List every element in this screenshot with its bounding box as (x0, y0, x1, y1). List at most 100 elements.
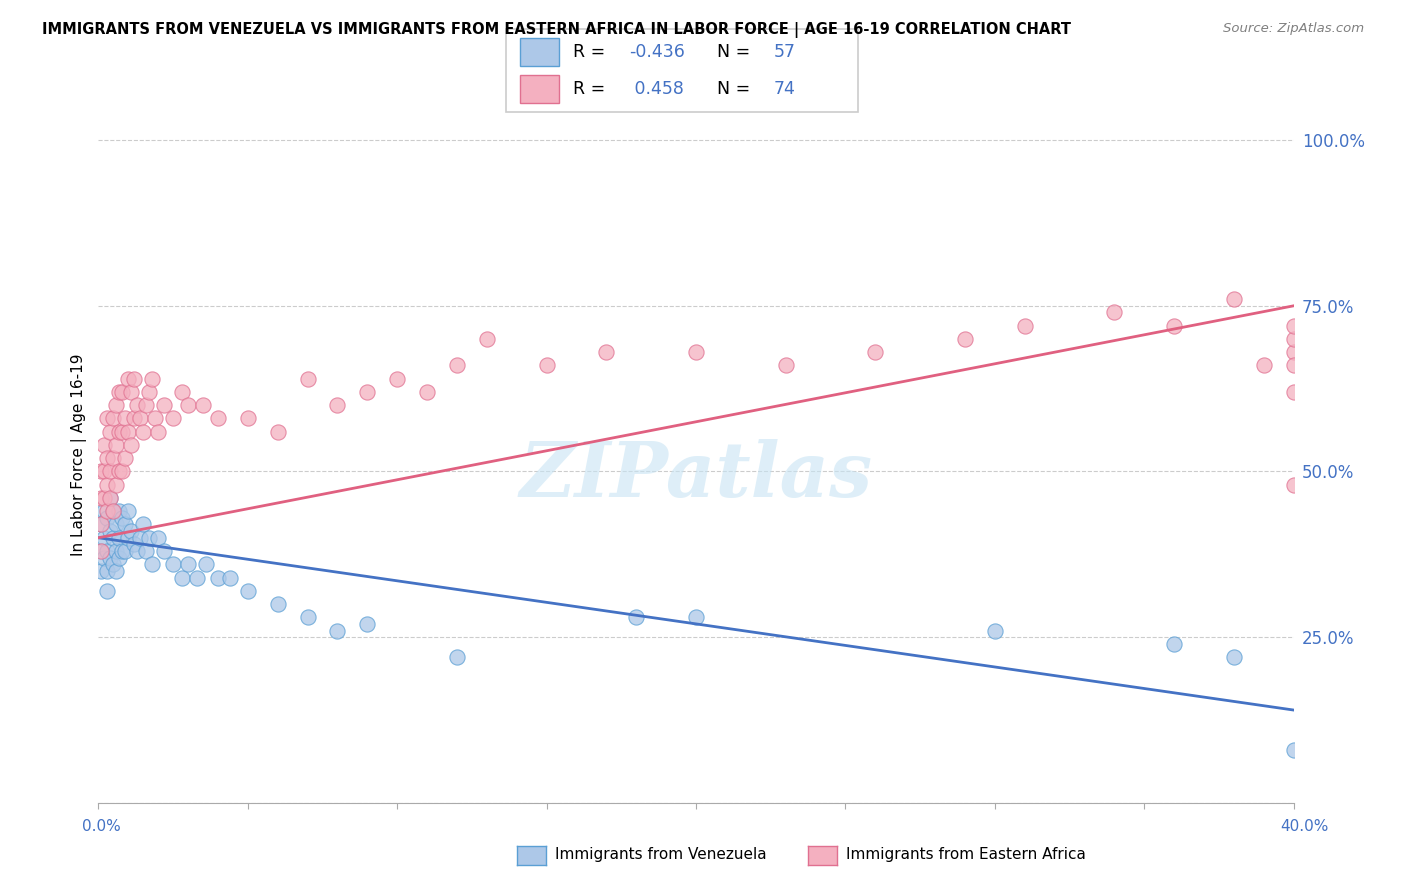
Point (117, 425, 139, 439)
Point (356, 616, 378, 631)
Point (96, 564, 118, 578)
Point (90, 517, 112, 532)
Point (129, 411, 152, 425)
Point (103, 451, 125, 466)
Point (96, 511, 118, 525)
Point (236, 583, 259, 598)
Y-axis label: In Labor Force | Age 16-19: In Labor Force | Age 16-19 (72, 353, 87, 557)
Point (297, 372, 319, 386)
Point (105, 544, 128, 558)
Point (96, 477, 118, 491)
Point (98, 550, 122, 565)
Text: 0.458: 0.458 (630, 80, 685, 98)
Point (114, 544, 136, 558)
Point (103, 531, 125, 545)
Point (1223, 650, 1246, 665)
Point (114, 451, 136, 466)
Point (446, 650, 468, 665)
Point (1282, 318, 1305, 333)
Point (1282, 345, 1305, 359)
Point (1223, 292, 1246, 306)
Point (172, 570, 194, 584)
Point (111, 511, 134, 525)
Text: ZIPatlas: ZIPatlas (519, 439, 873, 513)
Point (475, 332, 498, 346)
Point (90, 544, 112, 558)
Point (120, 384, 142, 399)
Point (138, 384, 160, 399)
FancyBboxPatch shape (506, 29, 858, 112)
Point (153, 544, 176, 558)
Point (1282, 384, 1305, 399)
Point (98, 524, 122, 538)
Point (105, 517, 128, 532)
Point (93, 491, 115, 505)
Point (93, 438, 115, 452)
FancyBboxPatch shape (520, 76, 560, 103)
Point (111, 425, 134, 439)
Point (194, 558, 218, 572)
Point (1163, 318, 1185, 333)
Point (1282, 477, 1305, 491)
Point (141, 372, 163, 386)
Point (1163, 637, 1185, 651)
Point (111, 384, 134, 399)
Point (117, 504, 139, 518)
Point (129, 531, 152, 545)
Point (775, 359, 797, 373)
Point (356, 384, 378, 399)
Point (177, 558, 200, 572)
Text: IMMIGRANTS FROM VENEZUELA VS IMMIGRANTS FROM EASTERN AFRICA IN LABOR FORCE | AGE: IMMIGRANTS FROM VENEZUELA VS IMMIGRANTS … (42, 22, 1071, 38)
Point (953, 332, 976, 346)
Point (207, 570, 229, 584)
Point (685, 345, 707, 359)
Point (983, 624, 1005, 638)
Point (114, 411, 136, 425)
Point (132, 425, 155, 439)
Point (132, 517, 155, 532)
Point (93, 465, 115, 479)
Point (219, 570, 242, 584)
Point (124, 537, 146, 551)
Point (172, 384, 194, 399)
Point (135, 544, 157, 558)
Point (105, 564, 128, 578)
Point (148, 425, 170, 439)
Point (103, 558, 125, 572)
Point (416, 384, 439, 399)
Point (105, 438, 128, 452)
Point (141, 558, 163, 572)
Point (124, 372, 146, 386)
Point (326, 398, 349, 412)
Point (108, 465, 131, 479)
Point (595, 345, 617, 359)
Point (98, 425, 122, 439)
Point (1282, 332, 1305, 346)
Point (865, 345, 887, 359)
Point (108, 384, 131, 399)
Point (98, 491, 122, 505)
Text: N =: N = (717, 80, 756, 98)
Point (103, 504, 125, 518)
Point (124, 411, 146, 425)
Point (1014, 318, 1036, 333)
Point (127, 544, 149, 558)
Text: 0.0%: 0.0% (82, 820, 121, 834)
Point (108, 504, 131, 518)
Point (103, 504, 125, 518)
Point (114, 517, 136, 532)
Point (685, 610, 707, 624)
Point (267, 597, 290, 611)
Point (96, 544, 118, 558)
Point (96, 411, 118, 425)
Point (385, 372, 409, 386)
Text: Immigrants from Venezuela: Immigrants from Venezuela (555, 847, 768, 862)
Point (536, 359, 558, 373)
Point (108, 531, 131, 545)
Point (186, 570, 208, 584)
Point (111, 465, 134, 479)
Point (93, 531, 115, 545)
Point (143, 411, 166, 425)
Point (624, 610, 647, 624)
Point (96, 583, 118, 598)
